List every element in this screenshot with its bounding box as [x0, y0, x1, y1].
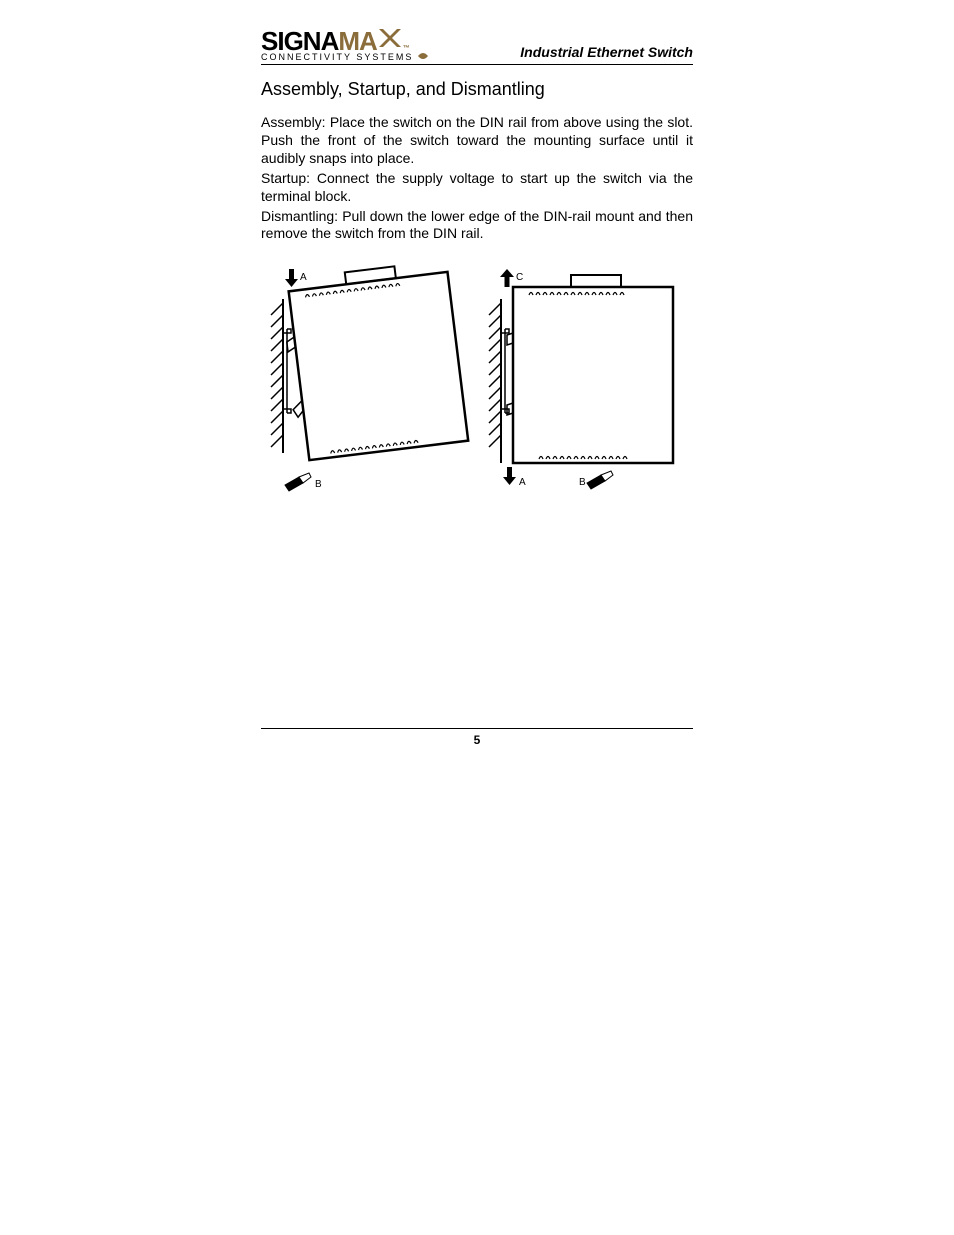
- logo-tagline: CONNECTIVITY SYSTEMS: [261, 52, 428, 62]
- paragraph-startup: Startup: Connect the supply voltage to s…: [261, 170, 693, 206]
- logo-text-a: SIGNA: [261, 28, 338, 54]
- paragraph-dismantling: Dismantling: Pull down the lower edge of…: [261, 208, 693, 244]
- page-header: SIGNAMA ™ CONNECTIVITY SYSTEMS Industria…: [261, 26, 693, 65]
- svg-text:A: A: [519, 477, 526, 488]
- page-content: SIGNAMA ™ CONNECTIVITY SYSTEMS Industria…: [261, 26, 693, 503]
- document-title: Industrial Ethernet Switch: [520, 44, 693, 62]
- svg-text:C: C: [516, 272, 523, 283]
- page-footer: 5: [261, 728, 693, 747]
- logo-tm: ™: [403, 45, 409, 52]
- logo-x-icon: [377, 26, 401, 50]
- section-heading: Assembly, Startup, and Dismantling: [261, 79, 693, 100]
- svg-text:B: B: [579, 477, 586, 488]
- brand-logo: SIGNAMA ™ CONNECTIVITY SYSTEMS: [261, 26, 428, 62]
- page-number: 5: [474, 733, 481, 747]
- din-rail-diagram-svg: A B: [265, 263, 685, 498]
- svg-text:A: A: [300, 272, 307, 283]
- logo-wordmark: SIGNAMA ™: [261, 26, 428, 54]
- paragraph-assembly: Assembly: Place the switch on the DIN ra…: [261, 114, 693, 168]
- logo-text-b: MA: [338, 28, 376, 54]
- assembly-diagram: A B: [265, 263, 693, 503]
- svg-text:B: B: [315, 479, 322, 490]
- leaf-icon: [418, 52, 428, 60]
